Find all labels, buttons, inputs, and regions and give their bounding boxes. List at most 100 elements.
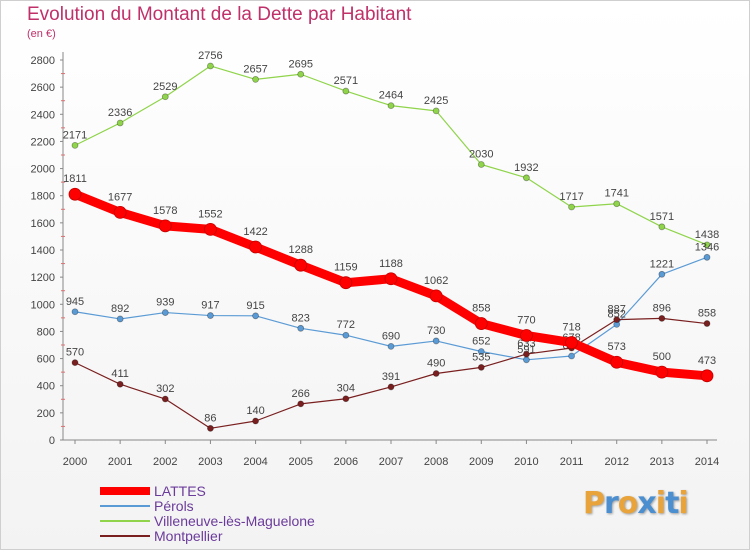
data-label: 1677 bbox=[108, 191, 132, 203]
data-point bbox=[523, 350, 530, 358]
x-tick-label: 2002 bbox=[153, 456, 177, 468]
y-tick-label: 800 bbox=[37, 326, 55, 338]
data-label: 500 bbox=[653, 351, 671, 363]
data-label: 945 bbox=[66, 296, 84, 308]
y-tick-label: 1000 bbox=[31, 299, 55, 311]
data-label: 1717 bbox=[559, 191, 583, 203]
data-label: 892 bbox=[111, 303, 129, 315]
x-tick-label: 2004 bbox=[243, 456, 267, 468]
data-point bbox=[429, 289, 443, 303]
data-point bbox=[342, 87, 350, 95]
data-point bbox=[703, 253, 711, 261]
x-tick-label: 2000 bbox=[63, 456, 87, 468]
data-point bbox=[523, 174, 530, 182]
data-point bbox=[477, 363, 485, 371]
data-point bbox=[207, 62, 214, 70]
data-point bbox=[477, 348, 485, 355]
y-tick-label: 600 bbox=[37, 354, 55, 366]
data-label: 1062 bbox=[424, 275, 448, 287]
x-tick-label: 2012 bbox=[604, 456, 628, 468]
data-label: 887 bbox=[608, 304, 626, 316]
data-point bbox=[658, 270, 666, 278]
x-tick-label: 2013 bbox=[650, 456, 674, 468]
data-label: 302 bbox=[156, 383, 174, 395]
x-tick-label: 2010 bbox=[514, 456, 538, 468]
y-tick-label: 2000 bbox=[31, 164, 55, 176]
data-label: 633 bbox=[517, 338, 535, 350]
data-point bbox=[658, 314, 666, 322]
data-label: 2756 bbox=[198, 50, 222, 62]
y-tick-label: 2800 bbox=[31, 55, 55, 67]
data-point bbox=[252, 76, 259, 83]
data-label: 2171 bbox=[63, 129, 87, 141]
data-label: 2571 bbox=[334, 75, 358, 87]
data-point bbox=[297, 70, 305, 78]
data-label: 1288 bbox=[288, 244, 312, 256]
data-label: 1571 bbox=[650, 211, 674, 223]
x-tick-label: 2008 bbox=[424, 456, 448, 468]
data-label: 770 bbox=[517, 315, 535, 327]
legend-swatch-perols bbox=[100, 505, 150, 507]
data-label: 1188 bbox=[379, 258, 403, 270]
data-point bbox=[700, 369, 714, 383]
data-label: 652 bbox=[472, 336, 490, 348]
data-point bbox=[342, 331, 350, 339]
data-point bbox=[116, 119, 124, 127]
data-point bbox=[204, 222, 217, 236]
data-label: 411 bbox=[111, 368, 129, 380]
data-point bbox=[71, 141, 79, 149]
data-label: 858 bbox=[472, 303, 490, 315]
data-point bbox=[703, 320, 711, 327]
data-point bbox=[252, 312, 259, 320]
data-label: 730 bbox=[427, 325, 445, 337]
data-label: 570 bbox=[66, 347, 84, 359]
data-label: 1578 bbox=[153, 205, 177, 217]
data-point bbox=[207, 424, 214, 432]
data-point bbox=[387, 383, 395, 391]
data-label: 896 bbox=[653, 302, 671, 314]
y-tick-label: 1600 bbox=[31, 218, 55, 230]
y-tick-label: 1800 bbox=[31, 191, 55, 203]
legend-swatch-montpellier bbox=[100, 535, 150, 537]
data-label: 2529 bbox=[153, 81, 177, 93]
data-point bbox=[523, 356, 530, 364]
data-label: 140 bbox=[246, 405, 264, 417]
y-tick-label: 200 bbox=[37, 408, 55, 420]
data-point bbox=[610, 355, 624, 369]
data-point bbox=[342, 395, 350, 403]
proxiti-logo: Proxiti bbox=[583, 486, 689, 521]
data-label: 1741 bbox=[604, 188, 628, 200]
x-tick-label: 2014 bbox=[695, 456, 719, 468]
x-tick-label: 2006 bbox=[334, 456, 358, 468]
legend-item-lattes: LATTES bbox=[100, 483, 420, 499]
data-point bbox=[252, 417, 259, 425]
data-label: 718 bbox=[562, 322, 580, 334]
data-label: 915 bbox=[246, 300, 264, 312]
data-label: 690 bbox=[382, 330, 400, 342]
data-point bbox=[477, 161, 485, 168]
data-point bbox=[339, 276, 353, 290]
data-label: 535 bbox=[472, 351, 490, 363]
data-label: 1552 bbox=[198, 208, 222, 220]
data-label: 86 bbox=[204, 412, 216, 424]
data-point bbox=[113, 206, 127, 219]
y-tick-label: 2400 bbox=[31, 109, 55, 121]
data-point bbox=[387, 102, 395, 109]
data-point bbox=[161, 395, 169, 403]
data-label: 2464 bbox=[379, 90, 403, 102]
data-point bbox=[249, 240, 262, 254]
data-label: 1346 bbox=[695, 241, 719, 253]
data-point bbox=[387, 342, 395, 350]
data-label: 2030 bbox=[469, 149, 493, 161]
data-point bbox=[432, 337, 440, 345]
y-tick-label: 2600 bbox=[31, 82, 55, 94]
data-point bbox=[161, 309, 169, 316]
data-point bbox=[297, 400, 305, 408]
data-point bbox=[384, 272, 398, 286]
data-label: 304 bbox=[337, 383, 355, 395]
chart-title: Evolution du Montant de la Dette par Hab… bbox=[27, 4, 412, 25]
data-label: 1932 bbox=[514, 162, 538, 174]
data-point bbox=[297, 324, 305, 332]
data-point bbox=[116, 315, 124, 323]
